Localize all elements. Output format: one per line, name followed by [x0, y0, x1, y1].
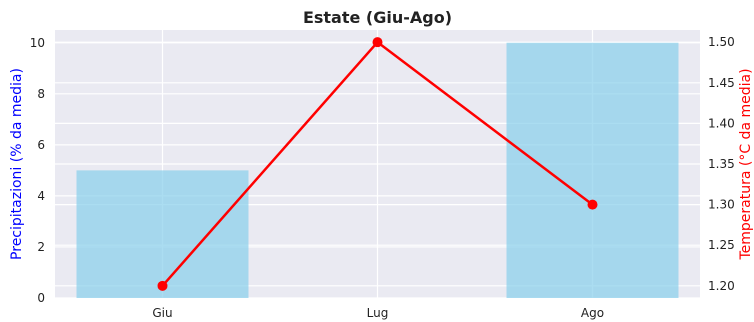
- right-axis-label: Temperatura (°C da media): [738, 68, 754, 260]
- bar-series: [76, 42, 679, 299]
- left-axis-label: Precipitazioni (% da media): [9, 68, 25, 260]
- right-tick-label: 1.45: [708, 76, 735, 90]
- right-tick-label: 1.25: [708, 238, 735, 252]
- bar-Ago: [506, 42, 679, 299]
- tick-labels: 0 2 4 6 8 10 1.20 1.25 1.30 1.35 1.40 1.45 1.50 Giu Lu…: [30, 35, 735, 320]
- right-tick-label: 1.30: [708, 198, 735, 212]
- right-tick-label: 1.50: [708, 35, 735, 49]
- x-tick-label: Giu: [152, 306, 172, 320]
- left-tick-label: 0: [37, 291, 45, 305]
- right-tick-label: 1.35: [708, 157, 735, 171]
- left-tick-label: 10: [30, 36, 45, 50]
- left-tick-label: 6: [37, 138, 45, 152]
- line-point-Lug: [372, 37, 383, 48]
- left-tick-label: 8: [37, 87, 45, 101]
- right-tick-label: 1.40: [708, 116, 735, 130]
- chart-title: Estate (Giu-Ago): [303, 8, 452, 27]
- bar-Giu: [76, 170, 249, 298]
- right-tick-label: 1.20: [708, 279, 735, 293]
- x-tick-label: Lug: [367, 306, 389, 320]
- line-point-Ago: [587, 199, 598, 210]
- left-tick-label: 4: [37, 189, 45, 203]
- line-point-Giu: [157, 280, 168, 291]
- x-tick-label: Ago: [581, 306, 604, 320]
- left-tick-label: 2: [37, 240, 45, 254]
- line-series: [157, 37, 598, 291]
